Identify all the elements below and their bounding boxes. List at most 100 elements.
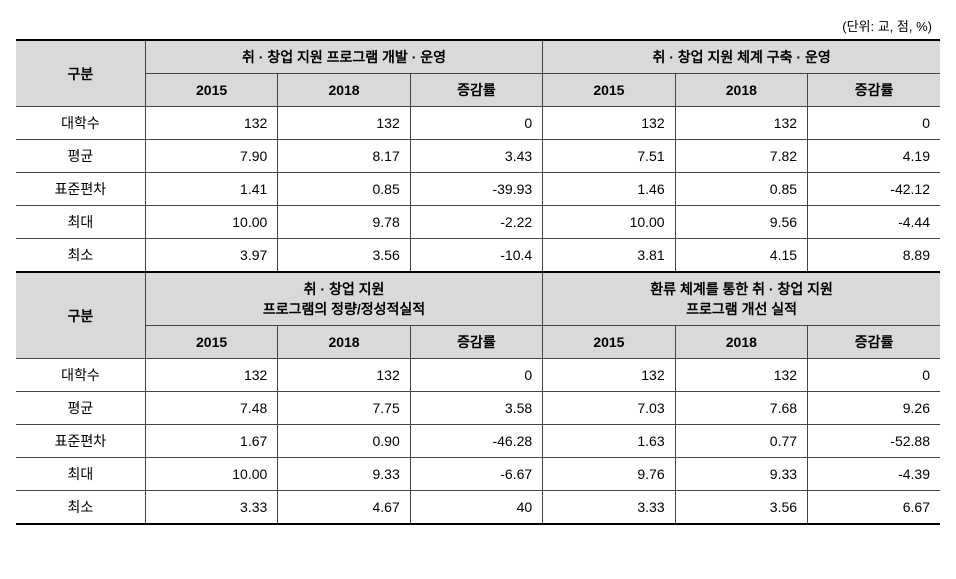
row-label: 표준편차 [16,173,145,206]
table-row: 최대 10.00 9.78 -2.22 10.00 9.56 -4.44 [16,206,940,239]
cell-value: 3.56 [278,239,410,273]
col-header-gubun: 구분 [16,40,145,107]
col-header-gubun: 구분 [16,272,145,359]
row-label: 대학수 [16,107,145,140]
cell-value: 0 [410,359,542,392]
col-header-2015: 2015 [543,326,675,359]
cell-value: 0 [808,359,940,392]
cell-value: 8.17 [278,140,410,173]
col-header-rate: 증감률 [808,74,940,107]
row-label: 최대 [16,458,145,491]
cell-value: 7.68 [675,392,807,425]
unit-note: (단위: 교, 점, %) [16,16,940,35]
cell-value: 9.33 [675,458,807,491]
cell-value: 7.48 [145,392,277,425]
table-row: 표준편차 1.67 0.90 -46.28 1.63 0.77 -52.88 [16,425,940,458]
cell-value: 132 [278,107,410,140]
cell-value: 132 [675,107,807,140]
col-header-group-right: 환류 체계를 통한 취 · 창업 지원 프로그램 개선 실적 [543,272,940,326]
cell-value: -4.44 [808,206,940,239]
cell-value: 0.85 [278,173,410,206]
header-line: 환류 체계를 통한 취 · 창업 지원 [650,281,833,297]
cell-value: -42.12 [808,173,940,206]
cell-value: 132 [278,359,410,392]
cell-value: 0 [808,107,940,140]
table-row: 대학수 132 132 0 132 132 0 [16,359,940,392]
cell-value: 10.00 [145,458,277,491]
cell-value: 10.00 [145,206,277,239]
cell-value: 3.97 [145,239,277,273]
cell-value: 7.90 [145,140,277,173]
cell-value: 0.85 [675,173,807,206]
table-row: 최소 3.33 4.67 40 3.33 3.56 6.67 [16,491,940,525]
cell-value: 6.67 [808,491,940,525]
cell-value: 4.67 [278,491,410,525]
cell-value: 10.00 [543,206,675,239]
col-header-2018: 2018 [675,326,807,359]
col-header-2015: 2015 [145,74,277,107]
row-label: 표준편차 [16,425,145,458]
cell-value: 132 [145,107,277,140]
cell-value: 132 [675,359,807,392]
col-header-group-right: 취 · 창업 지원 체계 구축 · 운영 [543,40,940,74]
row-label: 대학수 [16,359,145,392]
row-label: 평균 [16,392,145,425]
col-header-rate: 증감률 [808,326,940,359]
cell-value: -52.88 [808,425,940,458]
col-header-2015: 2015 [145,326,277,359]
cell-value: 3.33 [543,491,675,525]
cell-value: 3.56 [675,491,807,525]
cell-value: 132 [145,359,277,392]
cell-value: -39.93 [410,173,542,206]
row-label: 최소 [16,491,145,525]
header-line: 취 · 창업 지원 [304,281,385,297]
col-header-2018: 2018 [278,74,410,107]
cell-value: 8.89 [808,239,940,273]
cell-value: 9.56 [675,206,807,239]
cell-value: 7.82 [675,140,807,173]
cell-value: 40 [410,491,542,525]
cell-value: 4.15 [675,239,807,273]
cell-value: 3.81 [543,239,675,273]
cell-value: 9.76 [543,458,675,491]
cell-value: 3.58 [410,392,542,425]
row-label: 최대 [16,206,145,239]
table-row: 표준편차 1.41 0.85 -39.93 1.46 0.85 -42.12 [16,173,940,206]
cell-value: 1.63 [543,425,675,458]
cell-value: -2.22 [410,206,542,239]
cell-value: 7.51 [543,140,675,173]
col-header-rate: 증감률 [410,326,542,359]
cell-value: -4.39 [808,458,940,491]
cell-value: -46.28 [410,425,542,458]
col-header-2018: 2018 [278,326,410,359]
table-row: 대학수 132 132 0 132 132 0 [16,107,940,140]
data-table: 구분 취 · 창업 지원 프로그램 개발 · 운영 취 · 창업 지원 체계 구… [16,39,940,525]
cell-value: 9.78 [278,206,410,239]
cell-value: 3.33 [145,491,277,525]
col-header-2018: 2018 [675,74,807,107]
header-line: 프로그램 개선 실적 [686,301,797,317]
cell-value: 1.46 [543,173,675,206]
cell-value: 3.43 [410,140,542,173]
col-header-group-left: 취 · 창업 지원 프로그램 개발 · 운영 [145,40,542,74]
table-row: 평균 7.48 7.75 3.58 7.03 7.68 9.26 [16,392,940,425]
row-label: 최소 [16,239,145,273]
row-label: 평균 [16,140,145,173]
header-line: 프로그램의 정량/정성적실적 [263,301,425,317]
col-header-2015: 2015 [543,74,675,107]
table-row: 최대 10.00 9.33 -6.67 9.76 9.33 -4.39 [16,458,940,491]
cell-value: 0.90 [278,425,410,458]
table-row: 최소 3.97 3.56 -10.4 3.81 4.15 8.89 [16,239,940,273]
cell-value: 1.67 [145,425,277,458]
cell-value: 1.41 [145,173,277,206]
cell-value: 9.26 [808,392,940,425]
table-header-row: 구분 취 · 창업 지원 프로그램의 정량/정성적실적 환류 체계를 통한 취 … [16,272,940,326]
cell-value: -10.4 [410,239,542,273]
cell-value: 132 [543,107,675,140]
cell-value: 7.75 [278,392,410,425]
cell-value: 132 [543,359,675,392]
cell-value: 0.77 [675,425,807,458]
cell-value: -6.67 [410,458,542,491]
table-subheader-row: 2015 2018 증감률 2015 2018 증감률 [16,74,940,107]
table-header-row: 구분 취 · 창업 지원 프로그램 개발 · 운영 취 · 창업 지원 체계 구… [16,40,940,74]
